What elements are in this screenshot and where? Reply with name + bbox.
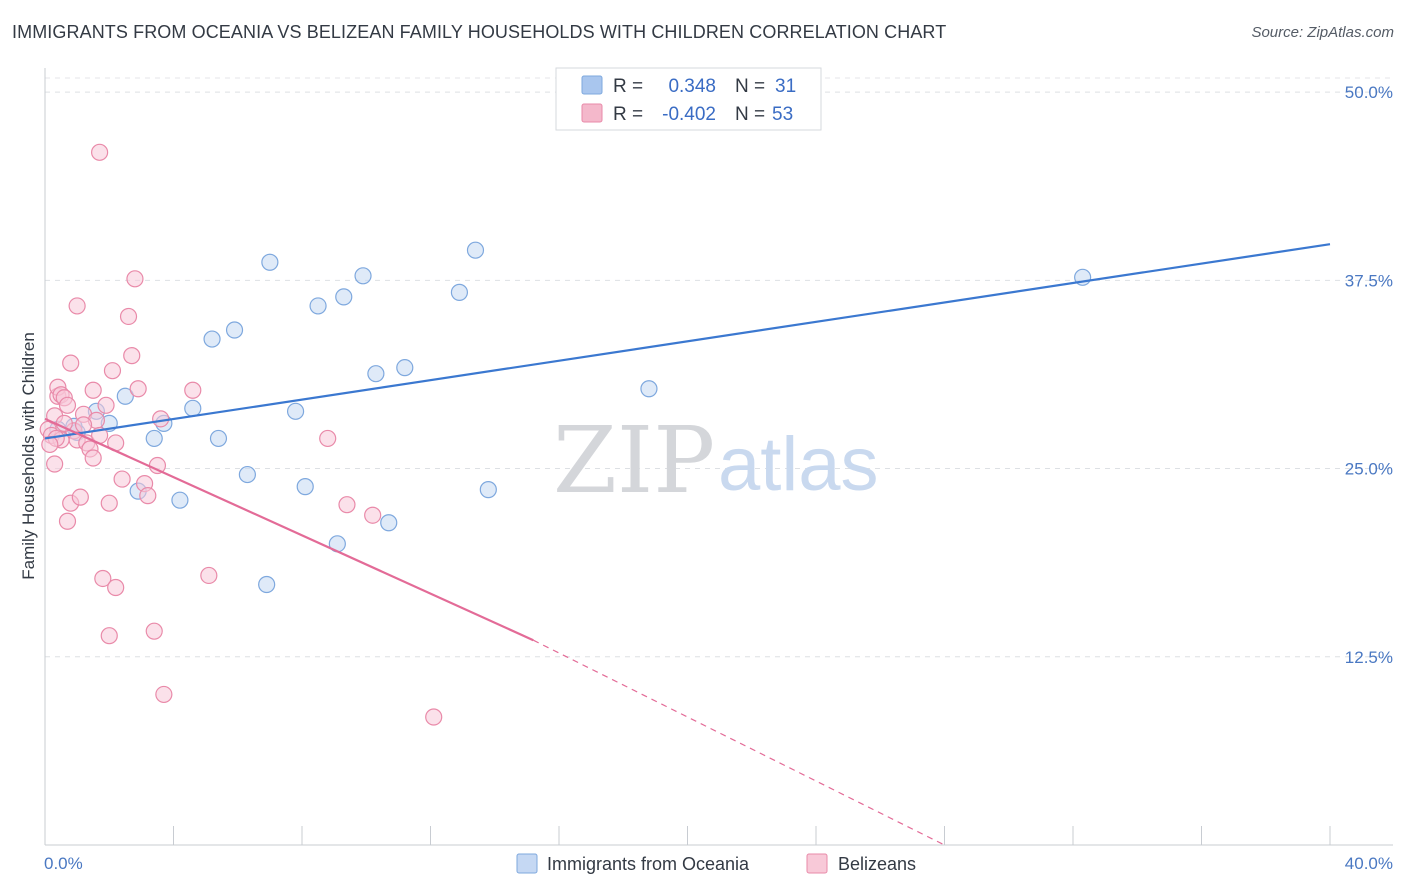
legend-n-value-oceania: 31 <box>775 76 796 97</box>
belizean-point <box>200 566 218 585</box>
legend-r-label-belizeans: R = <box>613 104 643 125</box>
belizean-point <box>74 416 93 434</box>
belizean-point <box>145 622 163 640</box>
belizean-point <box>425 708 443 726</box>
oceania-point <box>479 481 497 499</box>
belizean-point <box>62 354 80 372</box>
y-tick-label: 37.5% <box>1345 271 1393 290</box>
y-tick-label: 25.0% <box>1345 460 1393 479</box>
belizean-point <box>152 410 170 428</box>
oceania-point <box>286 402 305 420</box>
oceania-point <box>380 514 398 532</box>
oceania-point <box>258 575 276 594</box>
oceania-point <box>335 288 353 306</box>
series-belizeans-points <box>39 143 443 726</box>
bottom-legend-swatch-belizeans <box>806 853 828 874</box>
oceania-point <box>209 429 228 448</box>
y-tick-label: 12.5% <box>1345 648 1393 667</box>
belizean-point <box>184 381 202 399</box>
belizean-point <box>319 429 337 448</box>
legend-swatch-belizeans <box>581 103 603 123</box>
trend-lines <box>44 243 1331 846</box>
belizean-point <box>68 297 86 315</box>
belizean-point <box>139 487 157 505</box>
belizean-point <box>71 488 89 506</box>
oceania-point <box>396 359 414 377</box>
watermark: ZIP atlas <box>553 407 879 514</box>
legend-r-label-oceania: R = <box>613 76 643 97</box>
belizean-point <box>364 506 382 524</box>
oceania-point <box>238 465 256 484</box>
bottom-legend-oceania: Immigrants from Oceania <box>547 854 750 874</box>
oceania-point <box>640 380 658 398</box>
belizean-point <box>100 494 118 512</box>
bottom-legend: Immigrants from Oceania Belizeans <box>516 853 916 874</box>
belizean-point <box>155 685 173 704</box>
bottom-legend-belizeans: Belizeans <box>838 854 916 874</box>
bottom-legend-swatch-oceania <box>516 853 538 874</box>
x-tick-label-max: 40.0% <box>1345 854 1393 873</box>
oceania-point <box>296 478 314 496</box>
oceania-trend-line <box>44 243 1331 440</box>
legend-n-label-oceania: N = <box>735 76 765 97</box>
belizean-point <box>123 347 141 365</box>
oceania-point <box>450 283 469 301</box>
belizean-point <box>97 396 115 414</box>
belizean-point <box>338 496 356 514</box>
oceania-point <box>203 330 221 348</box>
belizean-point <box>46 455 64 473</box>
legend-n-label-belizeans: N = <box>735 104 765 125</box>
belizean-point <box>100 627 118 645</box>
legend-box: R = 0.348 N = 31 R = -0.402 N = 53 <box>555 67 822 131</box>
legend-r-value-oceania: 0.348 <box>668 76 716 97</box>
source-label: Source: ZipAtlas.com <box>1251 24 1394 41</box>
belizean-point <box>107 578 125 597</box>
legend-r-value-belizeans: -0.402 <box>662 104 716 125</box>
watermark-zip: ZIP <box>553 407 715 514</box>
legend-n-value-belizeans: 53 <box>772 104 793 125</box>
belizean-point <box>41 435 59 454</box>
watermark-atlas: atlas <box>718 422 879 507</box>
chart-title: IMMIGRANTS FROM OCEANIA VS BELIZEAN FAMI… <box>12 22 947 42</box>
y-tick-label: 50.0% <box>1345 83 1393 102</box>
belizean-point <box>58 512 77 530</box>
grid-lines <box>45 77 1393 658</box>
oceania-point <box>261 253 279 271</box>
oceania-point <box>171 491 189 509</box>
x-ticks <box>44 826 1331 845</box>
oceania-point <box>145 429 163 448</box>
belizean-point <box>113 470 131 488</box>
belizean-point <box>58 396 77 414</box>
oceania-point <box>116 387 134 405</box>
belizean-point <box>148 456 167 475</box>
oceania-point <box>225 321 244 339</box>
oceania-point <box>309 297 327 315</box>
legend-swatch-oceania <box>581 75 603 95</box>
belizean-point <box>126 270 144 288</box>
y-tick-labels: 12.5% 25.0% 37.5% 50.0% <box>1345 83 1393 667</box>
belizean-trend-line-extension <box>533 639 945 846</box>
belizean-point <box>84 449 102 467</box>
y-axis-title: Family Households with Children <box>19 332 38 580</box>
belizean-point <box>119 307 138 326</box>
belizean-point <box>94 569 112 588</box>
belizean-point <box>129 380 147 398</box>
oceania-point <box>466 241 485 259</box>
belizean-point <box>103 362 122 380</box>
belizean-trend-line <box>44 417 534 642</box>
oceania-point <box>354 267 372 285</box>
belizean-point <box>84 381 102 399</box>
axes <box>44 68 1393 846</box>
belizean-point <box>91 143 109 161</box>
oceania-point <box>184 399 202 417</box>
x-tick-label-min: 0.0% <box>44 854 83 873</box>
oceania-point <box>367 365 385 383</box>
